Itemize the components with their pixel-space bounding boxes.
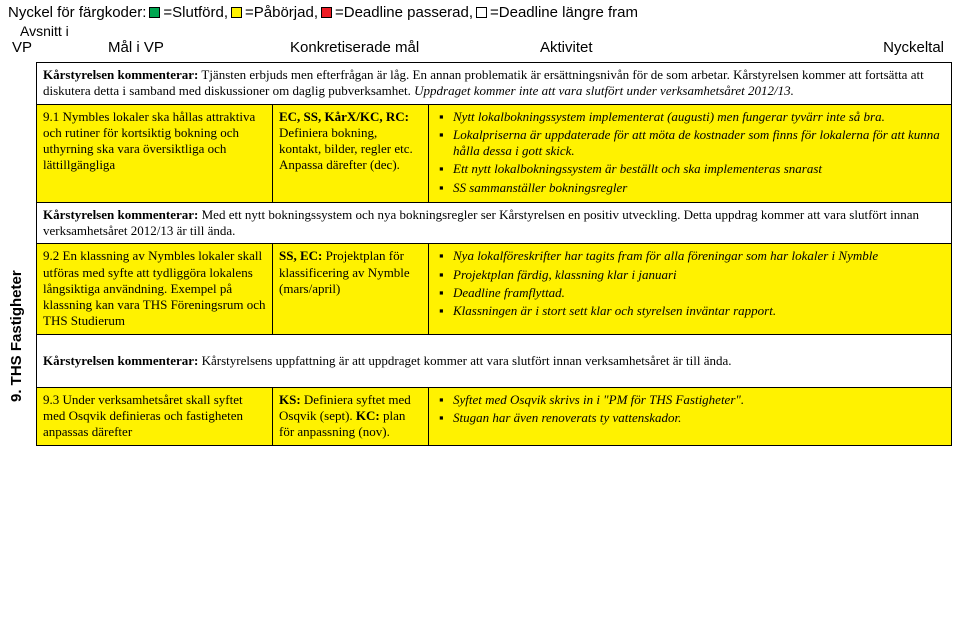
legend-prefix: Nyckel för färgkoder: <box>8 4 146 21</box>
bullet-list: Nya lokalföreskrifter har tagits fram fö… <box>435 248 945 319</box>
square-icon <box>321 7 332 18</box>
bullets-cell: Nytt lokalbokningssystem implementerat (… <box>429 104 952 202</box>
comment-text: Kårstyrelsens uppfattning är att uppdrag… <box>198 353 731 368</box>
list-item: Nya lokalföreskrifter har tagits fram fö… <box>439 248 945 264</box>
comment-cell: Kårstyrelsen kommenterar: Med ett nytt b… <box>37 202 952 244</box>
comment-italic: Uppdraget kommer inte att vara slutfört … <box>414 83 794 98</box>
color-legend: Nyckel för färgkoder: =Slutförd, =Påbörj… <box>8 4 952 21</box>
comment-cell: Kårstyrelsen kommenterar: Kårstyrelsens … <box>37 334 952 387</box>
activity-text: Definiera bokning, kontakt, bilder, regl… <box>279 125 413 173</box>
activity-bold: KC: <box>356 408 380 423</box>
column-headers-row: VP Mål i VP Konkretiserade mål Aktivitet… <box>8 39 952 56</box>
list-item: Lokalpriserna är uppdaterade för att möt… <box>439 127 945 160</box>
activity-bold: SS, EC: <box>279 248 322 263</box>
list-item: Nytt lokalbokningssystem implementerat (… <box>439 109 945 125</box>
square-icon <box>149 7 160 18</box>
square-icon <box>476 7 487 18</box>
col-header-aktivitet: Aktivitet <box>480 39 780 56</box>
goal-cell: 9.2 En klassning av Nymbles lokaler skal… <box>37 244 273 334</box>
activity-bold: KS: <box>279 392 301 407</box>
activity-cell: SS, EC: Projektplan för klassificering a… <box>273 244 429 334</box>
table-row: 9.2 En klassning av Nymbles lokaler skal… <box>37 244 952 334</box>
activity-cell: EC, SS, KårX/KC, RC: Definiera bokning, … <box>273 104 429 202</box>
comment-cell: Kårstyrelsen kommenterar: Tjänsten erbju… <box>37 63 952 105</box>
legend-label: =Påbörjad, <box>245 4 318 21</box>
goal-cell: 9.3 Under verksamhetsåret skall syftet m… <box>37 387 273 445</box>
list-item: SS sammanställer bokningsregler <box>439 180 945 196</box>
goal-cell: 9.1 Nymbles lokaler ska hållas attraktiv… <box>37 104 273 202</box>
section-number-title: 9. THS Fastigheter <box>8 270 25 402</box>
list-item: Stugan har även renoverats ty vattenskad… <box>439 410 945 426</box>
table-row: Kårstyrelsen kommenterar: Kårstyrelsens … <box>37 334 952 387</box>
table-row: Kårstyrelsen kommenterar: Tjänsten erbju… <box>37 63 952 105</box>
comment-bold: Kårstyrelsen kommenterar: <box>43 353 198 368</box>
legend-label: =Deadline längre fram <box>490 4 638 21</box>
section-side-label: 9. THS Fastigheter <box>0 62 36 446</box>
col-header-nyckeltal: Nyckeltal <box>780 39 952 56</box>
legend-label: =Slutförd, <box>163 4 228 21</box>
bullet-list: Nytt lokalbokningssystem implementerat (… <box>435 109 945 196</box>
table-row: Kårstyrelsen kommenterar: Med ett nytt b… <box>37 202 952 244</box>
activity-bold: EC, SS, KårX/KC, RC: <box>279 109 409 124</box>
plan-table: Kårstyrelsen kommenterar: Tjänsten erbju… <box>36 62 952 446</box>
comment-bold: Kårstyrelsen kommenterar: <box>43 207 198 222</box>
table-row: 9.3 Under verksamhetsåret skall syftet m… <box>37 387 952 445</box>
table-row: 9.1 Nymbles lokaler ska hållas attraktiv… <box>37 104 952 202</box>
col-header-mal: Mål i VP <box>48 39 290 56</box>
col-header-konk: Konkretiserade mål <box>290 39 480 56</box>
comment-bold: Kårstyrelsen kommenterar: <box>43 67 198 82</box>
activity-cell: KS: Definiera syftet med Osqvik (sept). … <box>273 387 429 445</box>
bullets-cell: Nya lokalföreskrifter har tagits fram fö… <box>429 244 952 334</box>
list-item: Syftet med Osqvik skrivs in i "PM för TH… <box>439 392 945 408</box>
legend-label: =Deadline passerad, <box>335 4 473 21</box>
list-item: Klassningen är i stort sett klar och sty… <box>439 303 945 319</box>
bullets-cell: Syftet med Osqvik skrivs in i "PM för TH… <box>429 387 952 445</box>
bullet-list: Syftet med Osqvik skrivs in i "PM för TH… <box>435 392 945 427</box>
list-item: Projektplan färdig, klassning klar i jan… <box>439 267 945 283</box>
square-icon <box>231 7 242 18</box>
list-item: Deadline framflyttad. <box>439 285 945 301</box>
col-header-vp: VP <box>12 39 48 56</box>
list-item: Ett nytt lokalbokningssystem är beställt… <box>439 161 945 177</box>
sub-header-line1: Avsnitt i <box>8 23 952 39</box>
